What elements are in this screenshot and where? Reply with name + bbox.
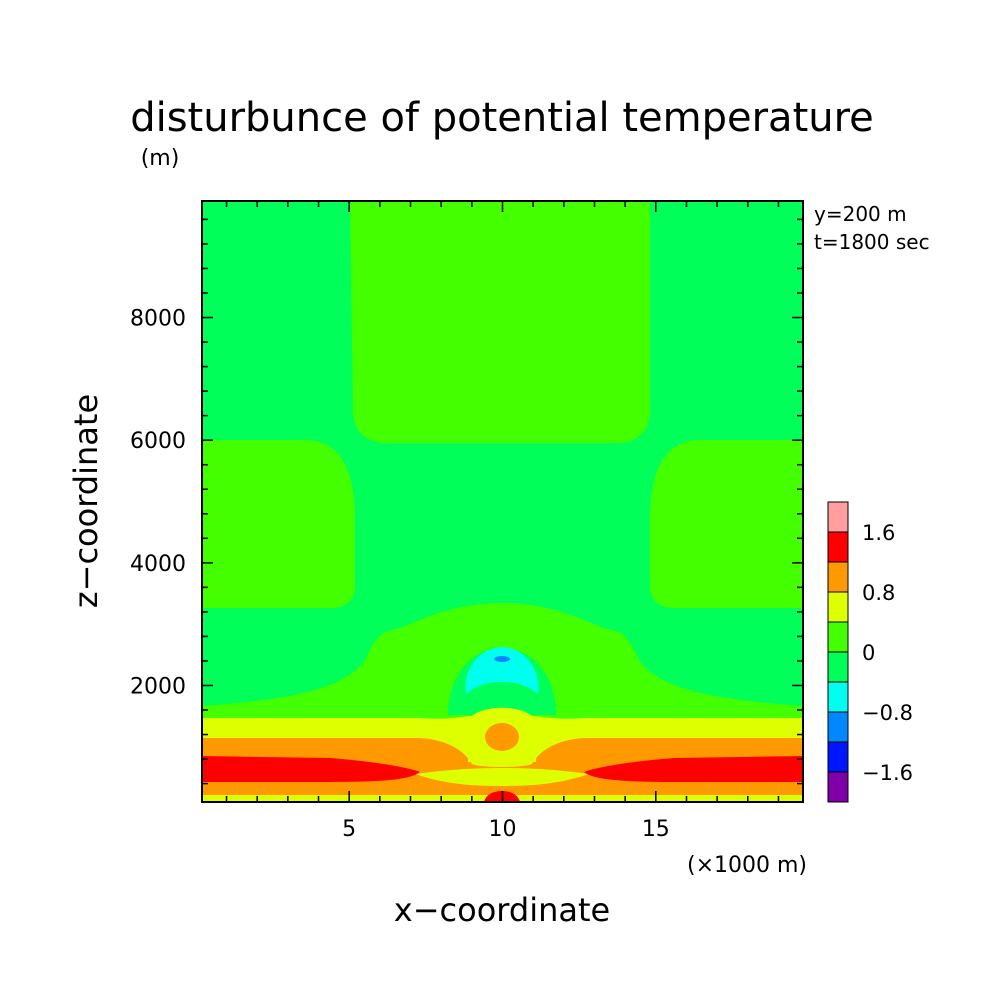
colorbar-swatch [827,711,849,743]
region-upper-column-0-to-0.4 [350,201,650,444]
y-tick-label: 6000 [130,429,186,454]
tick-layer [202,201,803,802]
x-tick-label: 15 [642,817,670,842]
colorbar-swatch [827,561,849,593]
colorbar-label: 1.6 [862,521,895,545]
y-tick-label: 2000 [130,674,186,699]
y-tick-label: 4000 [130,552,186,577]
colorbar-swatch [827,681,849,713]
y-axis-label: z−coordinate [67,394,105,608]
colorbar-swatch [827,771,849,803]
colorbar-label: −0.8 [862,701,913,725]
colorbar-swatch [827,651,849,683]
x-axis-label: x−coordinate [394,891,610,929]
x-tick-label: 5 [342,817,356,842]
colorbar-label: 0.8 [862,581,895,605]
region-left-band-1.2-to-1.6 [202,756,420,782]
colorbar-label: 0 [862,641,875,665]
region-warm-core-0.8-to-1.2 [485,723,519,751]
annotation-y: y=200 m [814,202,907,226]
x-tick-label: 10 [489,817,517,842]
region-right-block-0-to-0.4 [650,440,803,608]
colorbar-swatch [827,621,849,653]
colorbar-swatch [827,591,849,623]
plot-area [202,201,803,802]
colorbar-label: −1.6 [862,761,913,785]
region-left-block-0-to-0.4 [202,440,355,608]
region-cold-bubble-neg-0.8-to-neg-0.4 [465,647,539,694]
colorbar-swatch [827,531,849,563]
y-unit-label: (m) [141,146,180,171]
x-unit-label: (×1000 m) [687,853,807,878]
tick-labels: 5 10 15 2000 4000 6000 8000 [130,307,670,842]
chart-title: disturbunce of potential temperature [130,95,874,141]
colorbar-swatch [827,501,849,533]
colorbar-swatch [827,741,849,773]
region-cold-core-neg-1.2-to-neg-0.8 [494,656,510,662]
annotation-t: t=1800 sec [814,230,930,254]
region-center-band-0.4-to-0.8 [415,768,589,786]
y-tick-label: 8000 [130,307,186,332]
colorbar: 1.6 0.8 0 −0.8 −1.6 [827,501,913,803]
region-right-band-1.2-to-1.6 [584,756,803,782]
